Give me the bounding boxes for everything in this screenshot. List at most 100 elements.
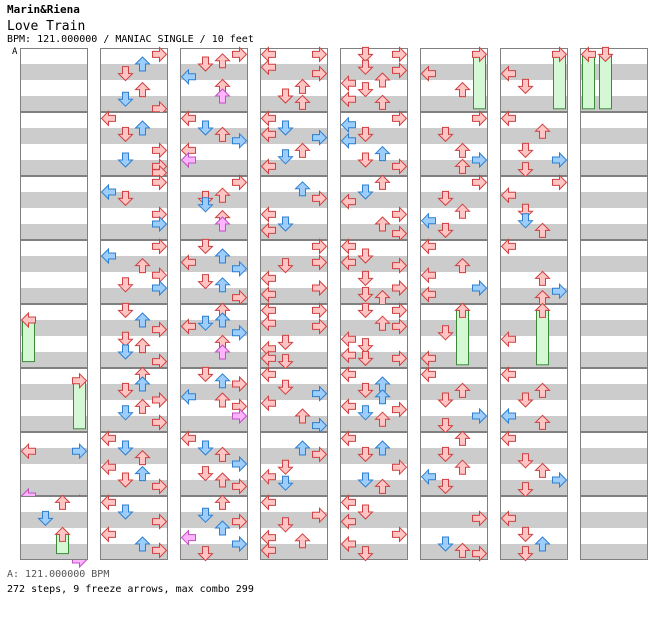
step-arrow: [472, 510, 488, 527]
beat-stripe: [580, 128, 648, 144]
measure-border: [580, 48, 648, 112]
step-arrow: [197, 466, 214, 482]
beat-stripe: [180, 288, 248, 304]
beat-stripe: [20, 256, 88, 272]
step-arrow: [552, 174, 568, 191]
beat-stripe: [100, 544, 168, 560]
step-arrow: [472, 545, 488, 562]
step-arrow: [500, 366, 516, 383]
step-arrow: [214, 373, 231, 389]
step-arrow: [232, 174, 248, 191]
step-arrow: [437, 222, 454, 239]
measure-border: [260, 176, 328, 240]
step-arrow: [214, 126, 231, 142]
measure-border: [180, 48, 248, 112]
beat-stripe: [20, 224, 88, 240]
step-arrow: [500, 330, 516, 348]
beat-stripe: [580, 160, 648, 176]
measure-border: [180, 368, 248, 432]
step-arrow: [117, 344, 134, 360]
beat-stripe: [580, 448, 648, 464]
step-arrow: [197, 120, 214, 136]
step-arrow: [277, 459, 294, 475]
measure-border: [340, 304, 408, 368]
step-arrow: [517, 213, 534, 229]
step-arrow: [534, 536, 551, 552]
measure-border: [20, 240, 88, 304]
step-arrow: [517, 453, 534, 469]
step-arrow: [454, 203, 471, 219]
step-arrow: [294, 408, 311, 424]
step-arrow: [180, 430, 196, 447]
freeze-arrow-head: [534, 302, 551, 318]
step-arrow: [517, 162, 534, 178]
beat-stripe: [580, 64, 648, 80]
measure-border: [580, 368, 648, 432]
step-arrow: [232, 478, 248, 495]
measure-border: [340, 176, 408, 240]
beat-stripe: [100, 256, 168, 272]
beat-stripe: [20, 512, 88, 528]
step-arrow: [357, 472, 374, 488]
measure-border: [340, 240, 408, 304]
beat-stripe: [260, 64, 328, 80]
step-arrow: [152, 215, 168, 233]
beat-stripe: [100, 384, 168, 400]
step-arrow: [214, 520, 231, 536]
step-arrow: [54, 494, 71, 510]
step-arrow: [517, 526, 534, 543]
step-arrow: [392, 62, 408, 79]
measure-border: [500, 496, 568, 560]
freeze-arrow-body: [599, 53, 612, 110]
step-arrow: [374, 94, 391, 110]
measure-border: [260, 432, 328, 496]
step-arrow: [117, 472, 134, 488]
beat-stripe: [340, 288, 408, 304]
step-arrow: [214, 53, 231, 69]
beat-stripe: [420, 480, 488, 496]
step-arrow: [340, 366, 356, 383]
beat-stripe: [100, 96, 168, 112]
measure-border: [420, 496, 488, 560]
step-arrow: [180, 151, 196, 169]
step-arrow: [214, 216, 231, 232]
step-arrow: [100, 526, 116, 543]
step-arrow: [180, 68, 196, 86]
beat-stripe: [420, 288, 488, 304]
step-arrow: [294, 181, 311, 197]
beat-stripe: [420, 448, 488, 464]
step-arrow: [312, 65, 328, 82]
step-arrow: [454, 542, 471, 558]
step-arrow: [374, 174, 391, 190]
beat-stripe: [420, 416, 488, 432]
step-arrow: [294, 78, 311, 94]
beat-stripe: [580, 512, 648, 528]
beat-stripe: [260, 160, 328, 176]
step-arrow: [340, 346, 356, 364]
step-arrow: [340, 193, 356, 210]
beat-stripe: [580, 480, 648, 496]
beat-stripe: [260, 544, 328, 560]
measure-border: [580, 240, 648, 304]
beat-stripe: [420, 320, 488, 336]
beat-stripe: [500, 96, 568, 112]
step-arrow: [420, 266, 436, 284]
step-arrow: [534, 222, 551, 238]
measure-border: [340, 112, 408, 176]
beat-stripe: [20, 480, 88, 496]
step-arrow: [500, 65, 516, 82]
step-arrow: [180, 529, 196, 546]
step-arrow: [357, 546, 374, 562]
step-arrow: [277, 88, 294, 104]
freeze-arrow-head: [552, 46, 568, 63]
beat-stripe: [580, 416, 648, 432]
step-arrow: [134, 376, 151, 392]
step-arrow: [392, 302, 408, 319]
beat-stripe: [340, 192, 408, 208]
chart-info: BPM: 121.000000 / MANIAC SINGLE / 10 fee…: [7, 34, 254, 45]
step-arrow: [420, 212, 436, 230]
beat-stripe: [500, 448, 568, 464]
step-arrow: [392, 110, 408, 127]
step-arrow: [152, 513, 168, 530]
step-arrow: [420, 238, 436, 255]
